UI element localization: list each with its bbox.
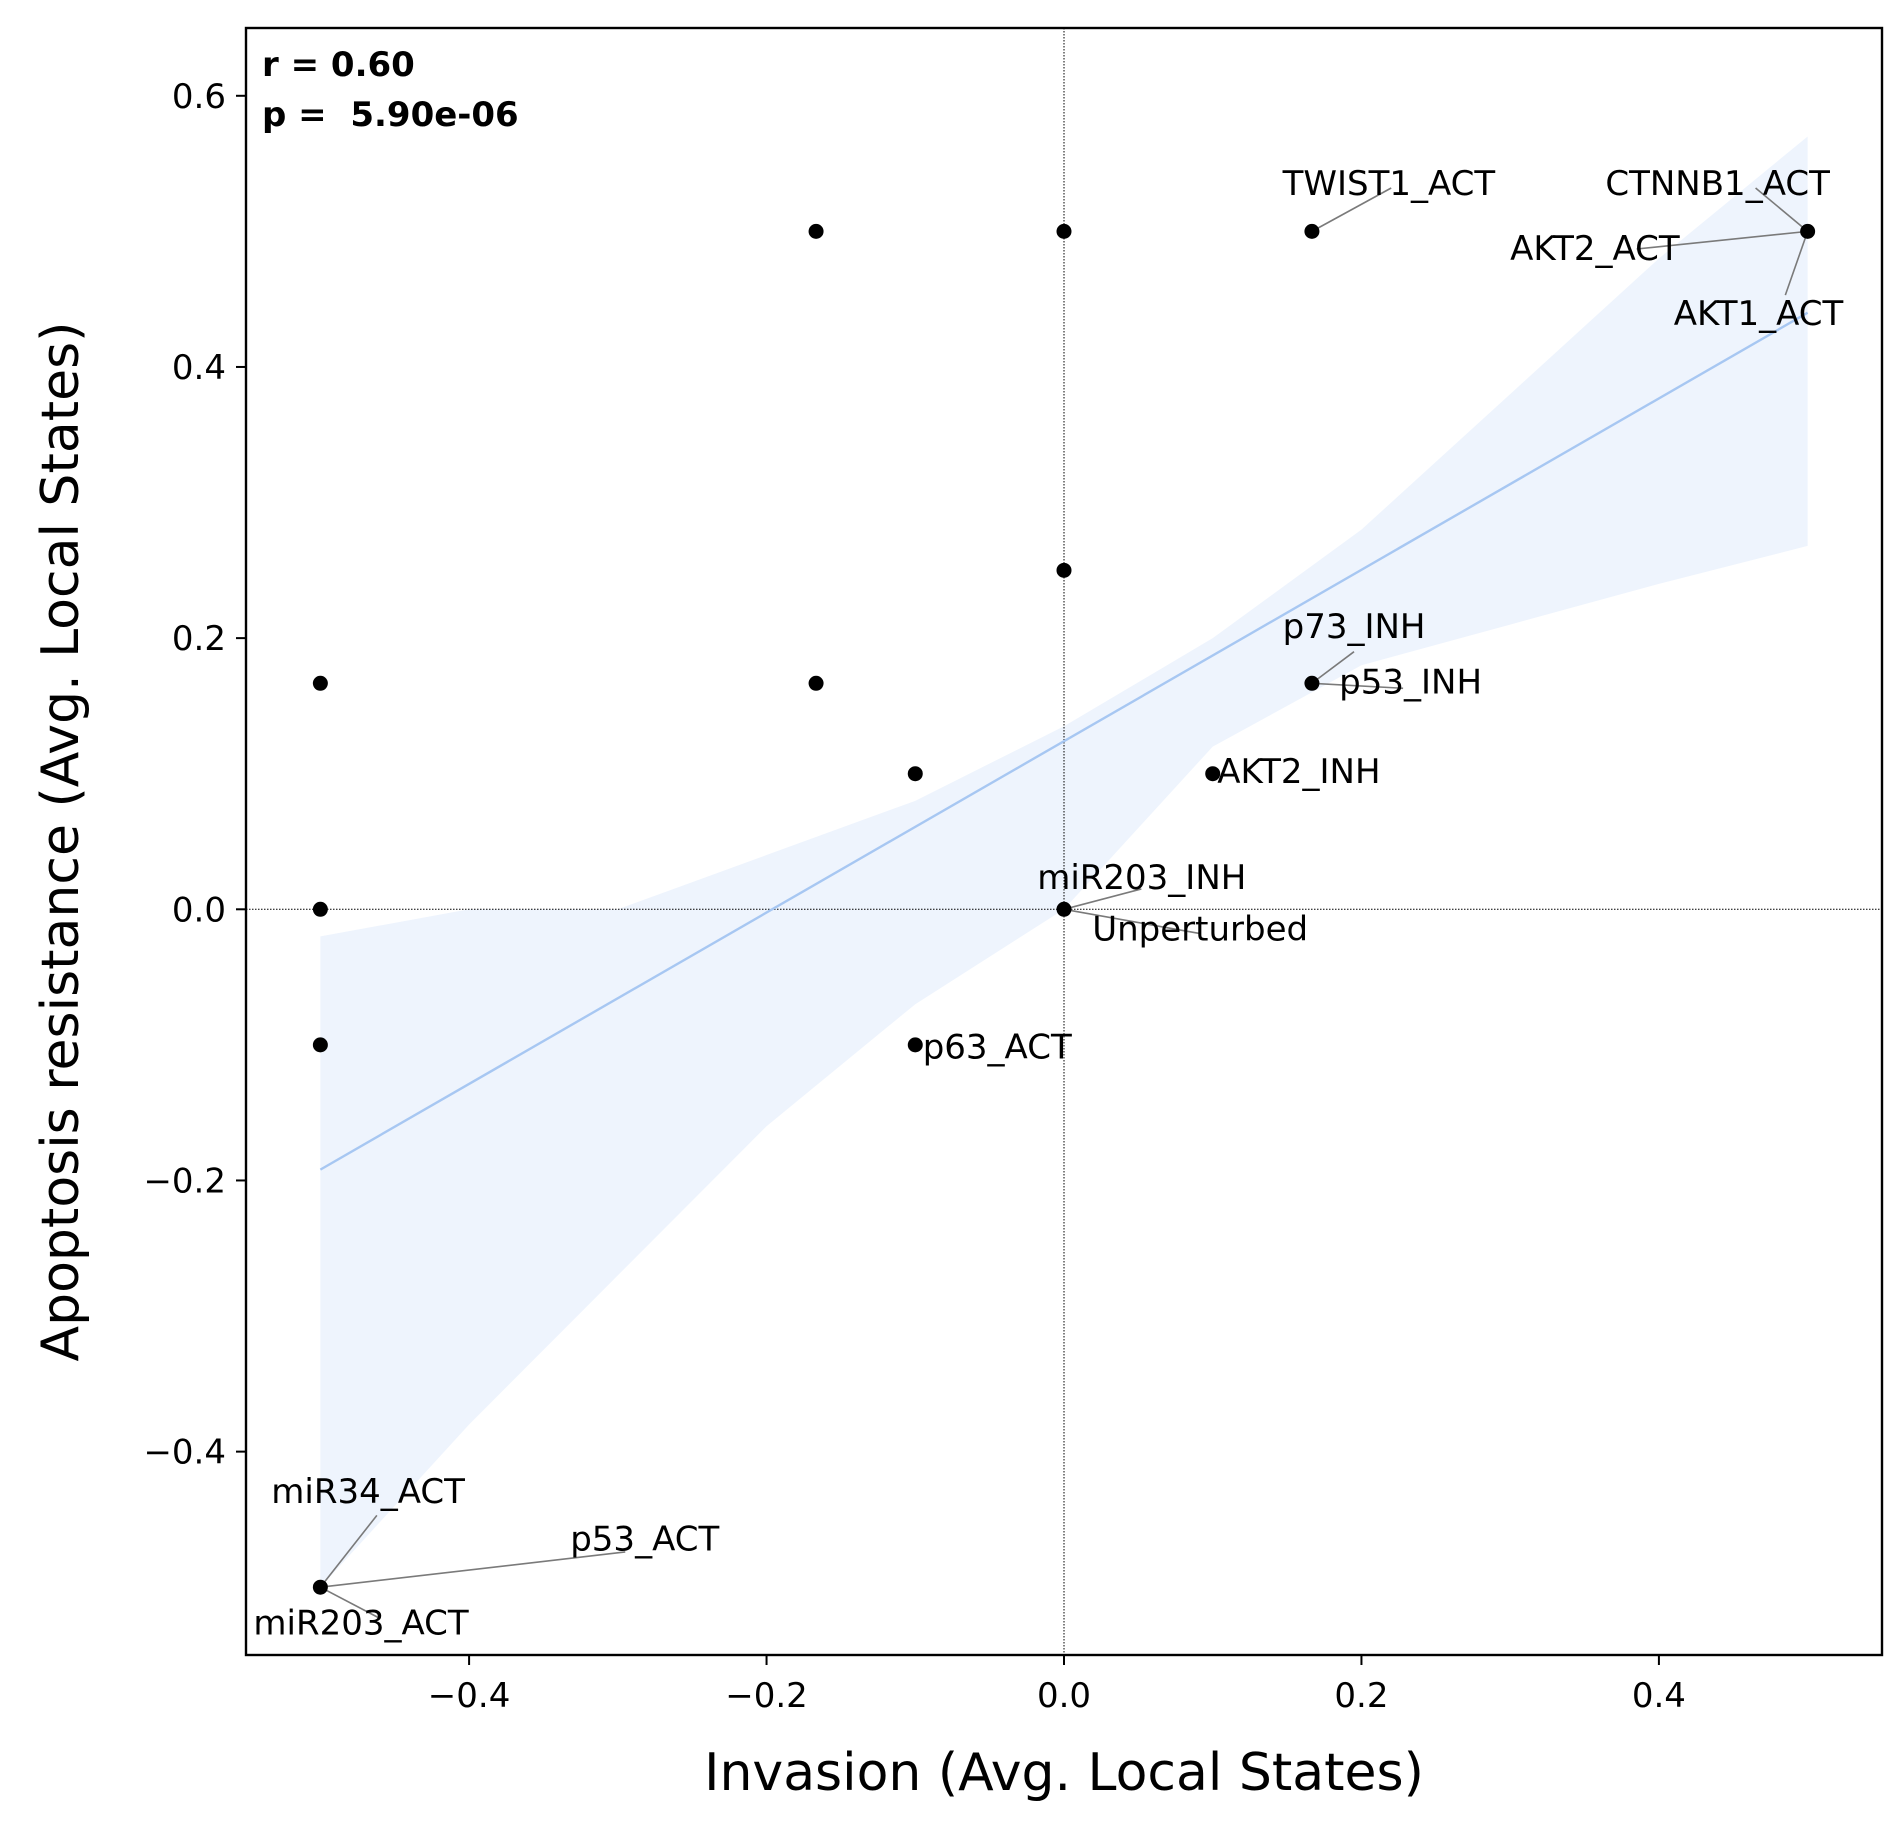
annotation-leader [1063,908,1201,935]
point-label: p73_INH [1283,607,1426,647]
annotation-leader [1311,187,1392,233]
point-label: miR203_INH [1037,858,1246,898]
x-tick-label: −0.4 [428,1676,511,1716]
x-tick-label: 0.2 [1334,1676,1388,1716]
regression-line [319,311,1809,1171]
y-tick-label: 0.6 [172,77,226,117]
annotation-leader [319,1514,378,1588]
annotation-leader [1784,231,1809,296]
point-labels-layer: TWIST1_ACT CTNNB1_ACT AKT2_ACT AKT1_ACT p73_… [253,164,1843,1644]
data-point [1800,223,1816,239]
point-label: miR203_ACT [253,1604,468,1644]
confidence-band [320,136,1808,1588]
point-label: p63_ACT [923,1027,1072,1067]
data-point [312,1037,328,1053]
annotation-leader [1311,651,1355,684]
annotation-leader [319,1586,381,1620]
data-point [312,1579,328,1595]
point-label: AKT1_ACT [1674,294,1844,334]
x-tick-label: 0.0 [1037,1676,1091,1716]
y-tick-label: −0.2 [143,1161,226,1201]
annotation-leaders-layer [319,187,1809,1620]
y-axis-title: Apoptosis resistance (Avg. Local States) [31,322,91,1362]
point-label: p53_INH [1339,663,1482,703]
point-label: CTNNB1_ACT [1605,164,1830,204]
correlation-p-text: p = 5.90e-06 [262,95,519,135]
annotation-leader [320,1551,626,1589]
data-point [1304,223,1320,239]
data-point [312,675,328,691]
annotation-leader [1063,888,1142,911]
data-point [1304,675,1320,691]
point-label: p53_ACT [570,1520,719,1560]
annotation-leader [1311,682,1404,690]
data-points-layer [312,223,1816,1595]
reference-lines-layer [246,28,1882,1655]
data-point [808,223,824,239]
data-point [1056,562,1072,578]
x-tick-label: −0.2 [725,1676,808,1716]
data-point [1205,766,1221,782]
point-label: AKT2_ACT [1510,229,1680,269]
data-point [1056,223,1072,239]
annotation-leader [1755,187,1809,232]
axis-ticks-layer: −0.4 −0.2 0.0 0.2 0.4 −0.4 −0.2 0.0 0.2 0.4 0.6 [143,77,1686,1716]
point-label: Unperturbed [1092,909,1308,949]
data-point [907,1037,923,1053]
annotation-leader [1636,230,1808,250]
x-axis-title: Invasion (Avg. Local States) [704,1743,1424,1803]
point-label: AKT2_INH [1217,752,1380,792]
y-tick-label: 0.4 [172,348,226,388]
y-tick-label: 0.0 [172,890,226,930]
y-tick-label: 0.2 [172,619,226,659]
point-label: miR34_ACT [271,1472,465,1512]
x-tick-label: 0.4 [1632,1676,1686,1716]
correlation-r-text: r = 0.60 [262,45,415,85]
data-point [808,675,824,691]
y-tick-label: −0.4 [143,1433,226,1473]
data-point [907,766,923,782]
data-point [312,901,328,917]
data-point [1056,901,1072,917]
confidence-band-layer [320,136,1808,1588]
point-label: TWIST1_ACT [1282,164,1496,204]
regression-line-layer [319,311,1809,1171]
